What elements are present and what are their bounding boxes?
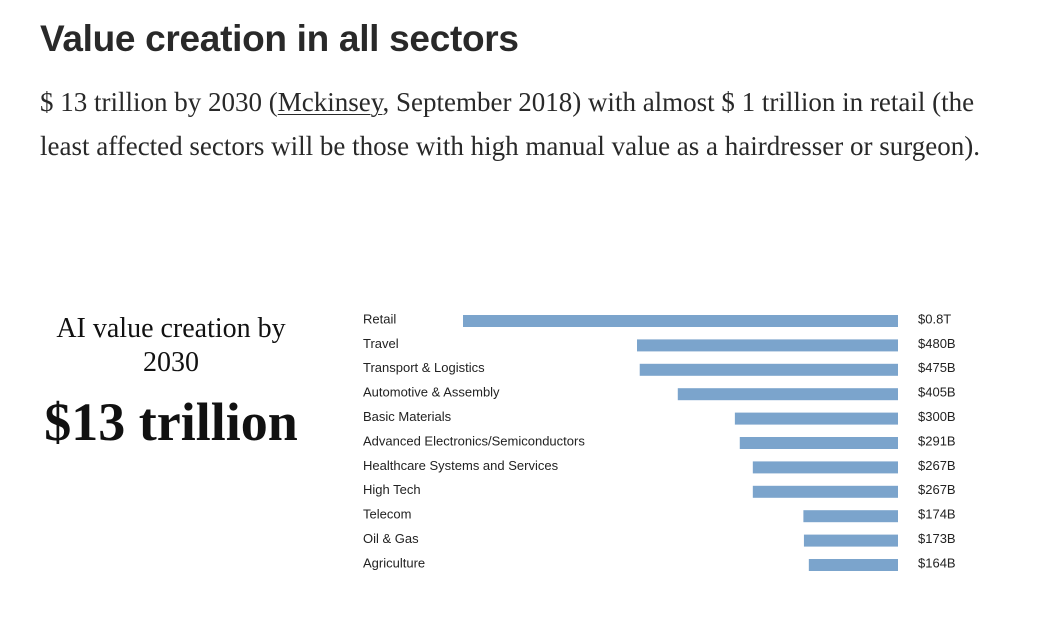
bar: [637, 339, 898, 352]
value-label: $164B: [918, 555, 956, 570]
bar: [463, 315, 898, 327]
value-label: $173B: [918, 531, 956, 546]
bar: [734, 412, 898, 425]
bar: [752, 485, 898, 498]
ai-value-amount: $13 trillion: [44, 392, 298, 452]
value-label: $405B: [918, 385, 956, 400]
value-label: $475B: [918, 360, 956, 375]
bar: [808, 559, 898, 571]
category-label: Advanced Electronics/Semiconductors: [363, 433, 585, 448]
value-label: $480B: [918, 336, 956, 351]
category-label: Transport & Logistics: [363, 360, 485, 375]
ai-value-caption: AI value creation by 2030: [56, 313, 286, 378]
bar: [803, 534, 898, 547]
value-label: $267B: [918, 458, 956, 473]
category-label: Retail: [363, 311, 396, 326]
sector-value-bar-chart: Retail $0.8T Travel $480B Transport & Logist…: [363, 311, 956, 571]
category-label: Agriculture: [363, 555, 425, 570]
category-label: Healthcare Systems and Services: [363, 458, 559, 473]
category-label: Basic Materials: [363, 409, 452, 424]
value-label: $300B: [918, 409, 956, 424]
category-label: Automotive & Assembly: [363, 385, 500, 400]
category-label: High Tech: [363, 482, 421, 497]
bar: [752, 461, 898, 474]
value-label: $291B: [918, 433, 956, 448]
category-label: Travel: [363, 336, 399, 351]
bar: [803, 510, 898, 523]
value-label: $267B: [918, 482, 956, 497]
bar: [639, 363, 898, 376]
category-label: Oil & Gas: [363, 531, 419, 546]
ai-value-panel: AI value creation by 2030 $13 trillion: [40, 312, 302, 456]
value-label: $0.8T: [918, 311, 951, 326]
category-label: Telecom: [363, 507, 411, 522]
bar: [739, 437, 898, 449]
paragraph-text-before-link: $ 13 trillion by 2030 (: [40, 87, 278, 117]
bar: [677, 388, 898, 401]
value-label: $174B: [918, 507, 956, 522]
paragraph-text-after-link: , September 2018) with almost $ 1 trilli…: [40, 87, 980, 161]
intro-paragraph: $ 13 trillion by 2030 (Mckinsey, Septemb…: [40, 80, 1020, 168]
mckinsey-link[interactable]: Mckinsey: [277, 87, 383, 117]
section-heading: Value creation in all sectors: [40, 18, 519, 59]
